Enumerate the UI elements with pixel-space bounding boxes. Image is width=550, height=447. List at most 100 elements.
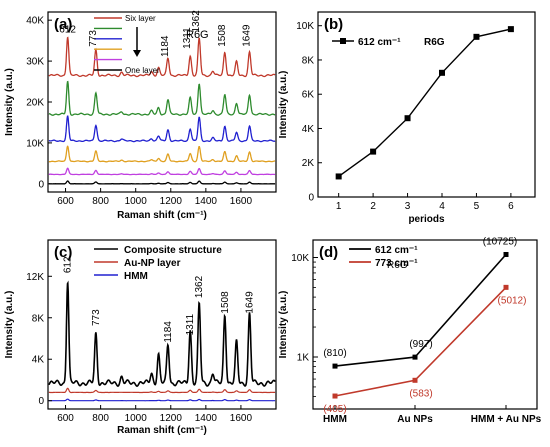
c-legend-label-1: Composite structure	[124, 245, 222, 256]
a-peak-label: 1362	[191, 10, 202, 33]
b-data-point	[473, 33, 480, 40]
c-xlabel: Raman shift (cm⁻¹)	[117, 425, 207, 436]
a-legend-arrow-head	[133, 50, 141, 57]
b-data-point	[439, 69, 445, 76]
b-legend-marker	[340, 38, 346, 44]
c-plot-frame	[47, 239, 277, 410]
a-spectrum-line-6	[48, 180, 276, 185]
d-x-category-label: HMM	[323, 414, 347, 425]
c-panel-label: (c)	[54, 244, 72, 261]
b-annotation: R6G	[424, 37, 445, 48]
a-peak-label: 1184	[160, 35, 171, 57]
c-legend-label-2: Au-NP layer	[124, 258, 181, 269]
a-ylabel: Intensity (a.u.)	[4, 68, 15, 136]
c-y-tick-label: 0	[38, 396, 44, 407]
b-legend-label: 612 cm⁻¹	[358, 37, 401, 48]
b-y-tick-label: 6K	[302, 90, 315, 101]
panel-d: 1K 10K HMM Au NPs HMM + Au NPs (810) (997) (107…	[278, 236, 542, 425]
b-y-tick-label: 10K	[296, 21, 314, 32]
c-spectrum-line-1	[48, 280, 276, 387]
b-panel-label: (b)	[324, 16, 343, 33]
a-peak-label: 1311	[182, 27, 193, 49]
d-x-category-label: HMM + Au NPs	[471, 414, 542, 425]
d-y-tick-label: 10K	[291, 253, 309, 264]
d-value-label: (583)	[409, 388, 432, 399]
d-data-point	[412, 377, 418, 383]
d-value-label: (405)	[323, 404, 346, 415]
c-peak-label: 612	[63, 256, 74, 273]
d-data-point	[503, 284, 509, 290]
d-legend-label-1: 612 cm⁻¹	[375, 245, 418, 256]
d-plot-frame	[312, 239, 538, 410]
a-y-tick-label: 40K	[26, 16, 44, 27]
a-x-tick-label: 1600	[230, 196, 253, 207]
b-plot-frame	[317, 11, 536, 198]
b-data-point	[370, 148, 377, 155]
a-peak-label: 612	[59, 24, 76, 35]
d-value-label: (5012)	[498, 295, 527, 306]
c-x-tick-label: 800	[92, 413, 109, 424]
d-data-point	[412, 354, 418, 360]
a-spectrum-line-4	[48, 145, 276, 163]
d-value-label: (10725)	[483, 236, 517, 247]
d-value-label: (810)	[323, 348, 346, 359]
d-panel-label: (d)	[319, 244, 338, 261]
a-annotation: R6G	[186, 29, 209, 41]
a-y-tick-label: 0	[38, 179, 44, 190]
d-legend-label-2: 773 cm⁻¹	[375, 258, 418, 269]
c-ylabel: Intensity (a.u.)	[4, 291, 15, 359]
a-peak-label: 1508	[217, 24, 228, 47]
c-x-tick-label: 1000	[125, 413, 148, 424]
panel-c: 600 800 1000 1200 1400 1600 0 4K 8K 12K Raman shif…	[4, 239, 277, 436]
c-y-tick-label: 12K	[26, 272, 44, 283]
d-data-point	[503, 251, 509, 257]
a-spectrum-line-3	[48, 115, 276, 143]
a-spectrum-line-2	[48, 80, 276, 116]
a-y-tick-label: 30K	[26, 57, 44, 68]
b-x-tick-label: 3	[405, 201, 411, 212]
a-y-tick-label: 20K	[26, 98, 44, 109]
c-legend-label-3: HMM	[124, 271, 148, 282]
b-y-tick-label: 4K	[302, 124, 315, 135]
a-panel-label: (a)	[54, 16, 72, 33]
d-data-point	[332, 363, 338, 369]
b-x-tick-label: 2	[370, 201, 376, 212]
b-series-line	[338, 28, 512, 177]
c-peak-label: 1649	[245, 291, 256, 314]
b-x-tick-label: 5	[474, 201, 480, 212]
c-peak-label: 1184	[163, 321, 174, 343]
d-y-tick-label: 1K	[297, 352, 310, 363]
b-data-point	[404, 115, 411, 122]
c-spectrum-line-3	[48, 398, 276, 402]
d-value-label: (997)	[409, 339, 432, 350]
panel-a: 600 800 1000 1200 1400 1600 0 10K 20K 30K 40K Raman…	[4, 10, 277, 221]
a-peak-label: 1649	[242, 24, 253, 47]
panel-b: 1 2 3 4 5 6 0 2K 4K 6K 8K 10K periods Intensity (a.u.…	[278, 11, 536, 225]
a-legend-bottom-label: One layer	[125, 66, 160, 75]
a-xlabel: Raman shift (cm⁻¹)	[117, 210, 207, 221]
a-x-tick-label: 1200	[160, 196, 183, 207]
a-legend-top-label: Six layer	[125, 14, 156, 23]
d-ylabel: Intensity (a.u.)	[278, 291, 289, 359]
c-spectrum-line-2	[48, 387, 276, 394]
b-ylabel: Intensity (a.u.)	[278, 71, 289, 139]
b-xlabel: periods	[408, 214, 445, 225]
c-peak-label: 773	[91, 309, 102, 326]
a-x-tick-label: 1400	[195, 196, 218, 207]
c-x-tick-label: 1400	[195, 413, 218, 424]
d-data-point	[332, 393, 338, 399]
a-x-tick-label: 1000	[125, 196, 148, 207]
a-spectrum-line-5	[48, 167, 276, 176]
c-peak-label: 1508	[220, 291, 231, 314]
c-peak-label: 1362	[194, 275, 205, 298]
b-y-tick-label: 0	[308, 193, 314, 204]
c-y-tick-label: 8K	[32, 313, 45, 324]
d-x-category-label: Au NPs	[397, 414, 433, 425]
b-x-tick-label: 6	[508, 201, 514, 212]
a-peak-label: 773	[88, 30, 99, 47]
c-peak-label: 1311	[185, 313, 196, 335]
a-spectrum-line-1	[48, 36, 276, 78]
b-x-tick-label: 1	[336, 201, 342, 212]
b-data-point	[335, 173, 342, 180]
